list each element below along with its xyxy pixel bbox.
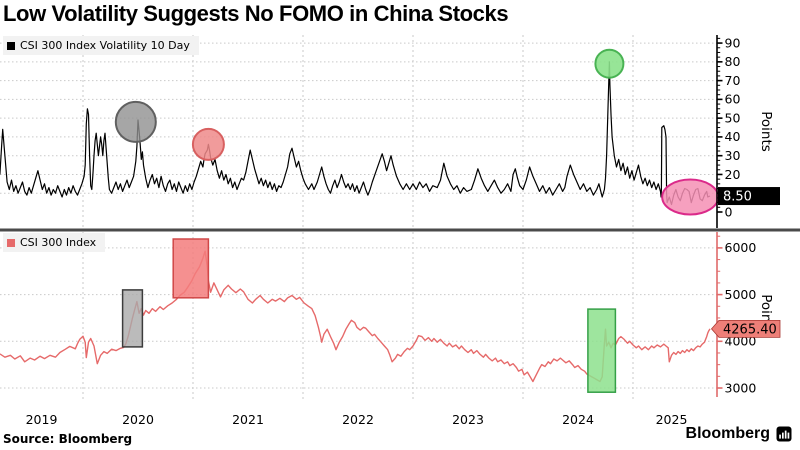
last-value-label: 8.50: [723, 190, 752, 205]
highlight-circle-stimulus-spike-2024: [594, 48, 625, 79]
y-tick-label: 70: [725, 73, 741, 88]
y-tick-label: 40: [725, 129, 741, 144]
chart-title: Low Volatility Suggests No FOMO in China…: [3, 1, 509, 26]
last-value-badge: [710, 320, 781, 338]
csi300-volatility-line: [0, 61, 711, 206]
y-tick-label: 3000: [725, 380, 757, 395]
y-axis-title: Points: [758, 111, 774, 152]
legend-swatch-csi300-icon: [7, 238, 15, 247]
legend-volatility: CSI 300 Index Volatility 10 Day: [3, 36, 199, 55]
legend-swatch-volatility-icon: [7, 41, 15, 50]
y-tick-label: 30: [725, 148, 741, 163]
legend-volatility-label: CSI 300 Index Volatility 10 Day: [20, 39, 190, 52]
legend-csi300-label: CSI 300 Index: [20, 236, 97, 249]
bloomberg-brand: Bloomberg: [686, 425, 792, 443]
x-tick-label: 2023: [452, 412, 484, 427]
x-tick-label: 2024: [562, 412, 594, 427]
bloomberg-brand-label: Bloomberg: [685, 425, 770, 442]
x-tick-label: 2025: [656, 412, 688, 427]
bloomberg-logo-icon: [776, 426, 792, 442]
highlight-rect-stimulus-spike-2024: [587, 308, 617, 393]
y-tick-label: 90: [725, 35, 741, 50]
y-tick-label: 5000: [725, 287, 757, 302]
y-tick-label: 80: [725, 54, 741, 69]
highlight-rect-feb-2021-peak: [172, 238, 210, 299]
last-value-badge: [718, 187, 780, 206]
y-tick-label: 20: [725, 167, 741, 182]
x-tick-label: 2021: [232, 412, 264, 427]
source-credit: Source: Bloomberg: [3, 432, 133, 446]
y-tick-label: 0: [725, 204, 733, 219]
x-tick-label: 2020: [122, 412, 154, 427]
highlight-rect-covid-reopen-rally: [121, 289, 144, 348]
highlight-ellipse-current-low-volatility: [661, 178, 720, 216]
y-tick-label: 6000: [725, 240, 757, 255]
highlight-circle-feb-2021-peak: [191, 127, 225, 161]
last-value-label: 4265.40: [723, 322, 777, 337]
legend-csi300: CSI 300 Index: [3, 233, 106, 252]
y-tick-label: 50: [725, 110, 741, 125]
y-tick-label: 60: [725, 92, 741, 107]
volatility-panel: 0 20 30 40 50 60 70 80 90 Points 8.50: [0, 35, 780, 228]
x-tick-label: 2019: [26, 412, 58, 427]
highlight-circle-covid-reopen-rally: [114, 100, 157, 143]
x-tick-label: 2022: [342, 412, 374, 427]
